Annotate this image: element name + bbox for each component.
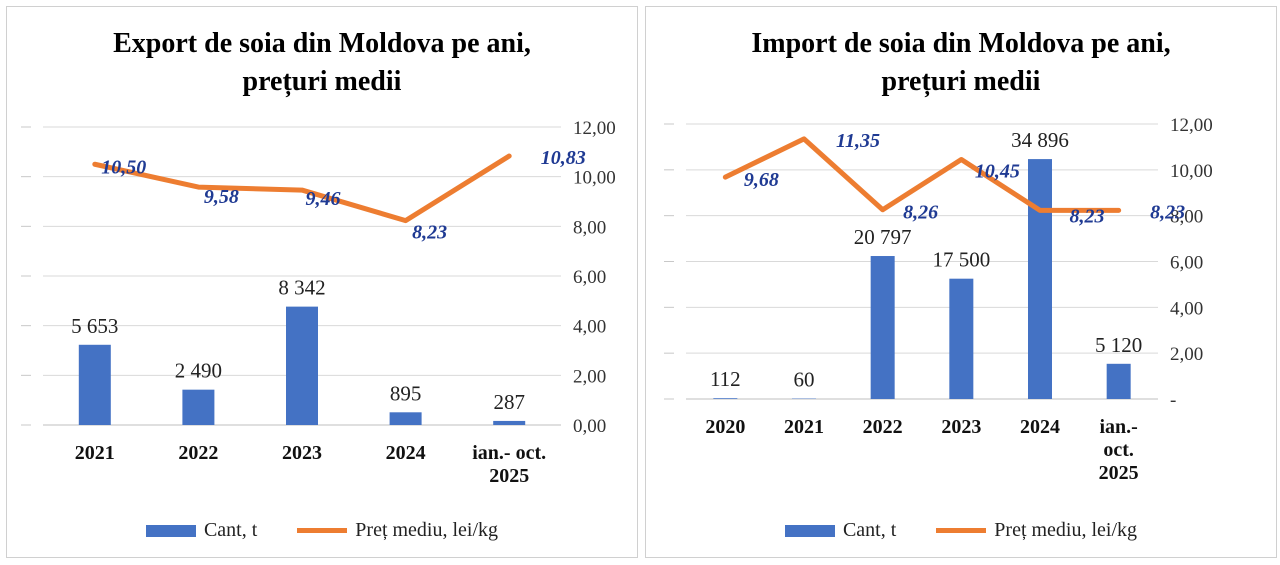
bar-data-label: 287 (493, 390, 525, 414)
export-legend: Cant, t Preț mediu, lei/kg (7, 519, 637, 542)
bar (286, 306, 318, 425)
right-axis-tick-label: 0,00 (573, 416, 606, 437)
right-axis-tick-label: 8,00 (573, 217, 606, 238)
price-data-label: 8,26 (903, 202, 938, 224)
right-axis-tick-label: 2,00 (1170, 344, 1203, 365)
price-data-label: 9,68 (744, 169, 779, 191)
right-axis-tick-label: 6,00 (573, 267, 606, 288)
bar (182, 389, 215, 425)
legend-label-quantity: Cant, t (842, 519, 897, 541)
right-axis-tick-label: 10,00 (1170, 161, 1213, 182)
legend-swatch-bar (784, 524, 835, 537)
export-chart-title: Export de soia din Moldova pe ani, prețu… (113, 28, 531, 97)
bar-data-label: 60 (794, 368, 815, 392)
right-axis-tick-label: 4,00 (1170, 298, 1203, 319)
bar-data-label: 34 896 (1011, 128, 1069, 152)
right-axis-tick-label: 4,00 (573, 317, 606, 338)
bar-data-label: 8 342 (278, 276, 325, 300)
legend-label-price: Preț mediu, lei/kg (355, 519, 499, 541)
legend-label-price: Preț mediu, lei/kg (994, 519, 1138, 541)
bar (493, 420, 526, 425)
export-chart: 0,00 2,00 4,00 6,00 8,00 10,00 12,00 5 653 2 490… (21, 118, 616, 487)
legend-swatch-line (297, 528, 348, 533)
right-axis-tick-label: - (1170, 390, 1176, 411)
right-axis-tick-label: 10,00 (573, 168, 616, 189)
price-data-label: 8,23 (1150, 201, 1185, 223)
price-data-label: 11,35 (836, 130, 880, 152)
category-label: 2022 (178, 442, 218, 464)
bar-data-label: 20 797 (854, 225, 912, 249)
legend-item-quantity: Cant, t (145, 519, 258, 542)
bar (949, 278, 974, 399)
bar-data-label: 5 653 (71, 314, 118, 338)
right-axis-tick-label: 6,00 (1170, 253, 1203, 274)
price-data-label: 8,23 (412, 222, 447, 244)
category-label: 2023 (941, 416, 981, 438)
right-axis-tick-label: 8,00 (1170, 207, 1203, 228)
bar (713, 398, 738, 399)
bar-data-label: 2 490 (175, 359, 222, 383)
legend-label-quantity: Cant, t (203, 519, 258, 541)
legend-swatch-line (936, 528, 987, 533)
category-label: ian.- oct. 2025 (472, 442, 546, 487)
category-label: 2024 (386, 442, 426, 464)
category-label: 2022 (863, 416, 903, 438)
right-axis-tick-label: 12,00 (573, 118, 616, 139)
price-data-label: 9,46 (306, 188, 341, 210)
export-chart-panel: 0,00 2,00 4,00 6,00 8,00 10,00 12,00 5 653 2 490… (6, 6, 638, 558)
price-data-label: 10,83 (541, 147, 586, 169)
bar-data-label: 5 120 (1095, 333, 1142, 357)
price-data-label: 10,50 (101, 156, 146, 178)
import-chart: - 2,00 4,00 6,00 8,00 10,00 12,00 112 60 20 797 17… (664, 115, 1213, 484)
legend-swatch-bar (145, 524, 196, 537)
category-label: 2020 (705, 416, 745, 438)
category-label: 2021 (75, 442, 115, 464)
import-chart-panel: - 2,00 4,00 6,00 8,00 10,00 12,00 112 60 20 797 17… (645, 6, 1277, 558)
legend-item-price: Preț mediu, lei/kg (936, 519, 1137, 542)
price-line (722, 136, 1122, 213)
category-label: ian.-oct. 2025 (1099, 416, 1139, 484)
category-label: 2024 (1020, 416, 1060, 438)
bar (78, 344, 111, 425)
category-label: 2023 (282, 442, 322, 464)
bar-data-label: 112 (710, 367, 741, 391)
price-data-label: 8,23 (1070, 205, 1105, 227)
bar (1028, 159, 1052, 399)
bar-data-label: 895 (390, 381, 422, 405)
category-label: 2021 (784, 416, 824, 438)
import-legend: Cant, t Preț mediu, lei/kg (646, 519, 1276, 542)
legend-item-quantity: Cant, t (784, 519, 897, 542)
bar-data-label: 17 500 (932, 248, 990, 272)
price-data-label: 9,58 (204, 186, 239, 208)
legend-item-price: Preț mediu, lei/kg (297, 519, 498, 542)
right-axis-tick-label: 2,00 (573, 366, 606, 387)
import-chart-title: Import de soia din Moldova pe ani, prețu… (751, 28, 1171, 97)
price-data-label: 10,45 (975, 161, 1020, 183)
bar (1106, 363, 1131, 399)
price-line (92, 153, 512, 224)
bar (870, 256, 895, 399)
bar (389, 412, 422, 425)
right-axis-tick-label: 12,00 (1170, 115, 1213, 136)
